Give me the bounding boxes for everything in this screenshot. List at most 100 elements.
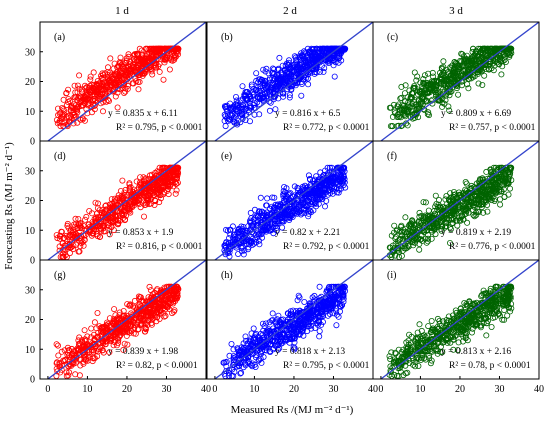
data-point	[446, 107, 453, 114]
data-point	[398, 94, 405, 101]
data-point	[285, 57, 292, 64]
data-point	[142, 69, 149, 76]
data-point	[92, 199, 99, 206]
data-point	[466, 201, 473, 208]
data-point	[471, 62, 478, 69]
data-point	[266, 227, 273, 234]
data-point	[65, 112, 72, 119]
data-point	[320, 68, 327, 75]
x-tick-label: 0	[45, 384, 50, 395]
data-point	[149, 46, 156, 53]
data-point	[116, 73, 123, 80]
data-point	[93, 347, 100, 354]
data-point	[242, 89, 249, 96]
data-point	[146, 172, 153, 179]
data-point	[54, 359, 61, 366]
data-point	[416, 246, 423, 253]
data-point	[268, 338, 275, 345]
r-squared-text: R² = 0.82, p < 0.0001	[116, 361, 198, 371]
data-point	[89, 219, 96, 226]
data-point	[446, 239, 453, 246]
data-point	[411, 69, 418, 76]
data-point	[305, 186, 312, 193]
data-point	[278, 215, 285, 222]
data-point	[311, 188, 318, 195]
data-point	[305, 213, 312, 220]
panel-label: (c)	[387, 32, 398, 43]
data-point	[428, 214, 435, 221]
data-point	[136, 179, 143, 186]
data-point	[127, 301, 134, 308]
data-point	[333, 45, 340, 52]
data-point	[470, 212, 477, 219]
data-point	[266, 107, 273, 114]
data-point	[145, 294, 152, 301]
data-point	[72, 371, 79, 378]
data-point	[165, 191, 172, 198]
data-point	[507, 169, 514, 176]
data-point	[116, 217, 123, 224]
data-point	[479, 175, 486, 182]
data-point	[140, 185, 147, 192]
data-point	[107, 55, 114, 62]
data-point	[463, 56, 470, 63]
data-point	[407, 104, 414, 111]
data-point	[295, 53, 302, 60]
data-point	[243, 95, 250, 102]
data-point	[263, 202, 270, 209]
data-point	[111, 306, 118, 313]
data-point	[100, 108, 107, 115]
data-point	[445, 103, 452, 110]
regression-equation: y = 0.835 x + 6.11	[108, 109, 178, 119]
data-point	[315, 178, 322, 185]
data-point	[291, 344, 298, 351]
data-point	[418, 212, 425, 219]
data-point	[173, 285, 180, 292]
scatter-points	[53, 45, 182, 130]
data-point	[230, 231, 237, 238]
data-point	[424, 235, 431, 242]
data-point	[173, 187, 180, 194]
data-point	[422, 199, 429, 206]
data-point	[147, 192, 154, 199]
data-point	[148, 321, 155, 328]
data-point	[229, 239, 236, 246]
data-point	[60, 358, 67, 365]
data-point	[482, 53, 489, 60]
data-point	[469, 64, 476, 71]
column-title-1d: 1 d	[115, 5, 129, 17]
regression-equation: y = 0.82 x + 2.21	[275, 228, 341, 238]
data-point	[309, 46, 316, 53]
data-point	[435, 196, 442, 203]
data-point	[174, 179, 181, 186]
data-point	[77, 362, 84, 369]
data-point	[451, 59, 458, 66]
data-point	[156, 68, 163, 75]
data-point	[250, 91, 257, 98]
data-point	[162, 182, 169, 189]
data-point	[109, 332, 116, 339]
data-point	[124, 341, 131, 348]
data-point	[256, 208, 263, 215]
panel-label: (e)	[221, 151, 232, 162]
data-point	[97, 344, 104, 351]
data-point	[244, 96, 251, 103]
data-point	[331, 73, 338, 80]
data-point	[104, 319, 111, 326]
data-point	[428, 224, 435, 231]
data-point	[440, 58, 447, 65]
data-point	[54, 368, 61, 375]
r-squared-text: R² = 0.816, p < 0.0001	[116, 242, 203, 252]
data-point	[71, 82, 78, 89]
data-point	[448, 64, 455, 71]
data-point	[415, 219, 422, 226]
data-point	[126, 206, 133, 213]
data-point	[147, 190, 154, 197]
data-point	[117, 69, 124, 76]
data-point	[247, 219, 254, 226]
data-point	[322, 179, 329, 186]
data-point	[419, 95, 426, 102]
reference-line	[47, 22, 206, 141]
data-point	[228, 340, 235, 347]
data-point	[478, 67, 485, 74]
